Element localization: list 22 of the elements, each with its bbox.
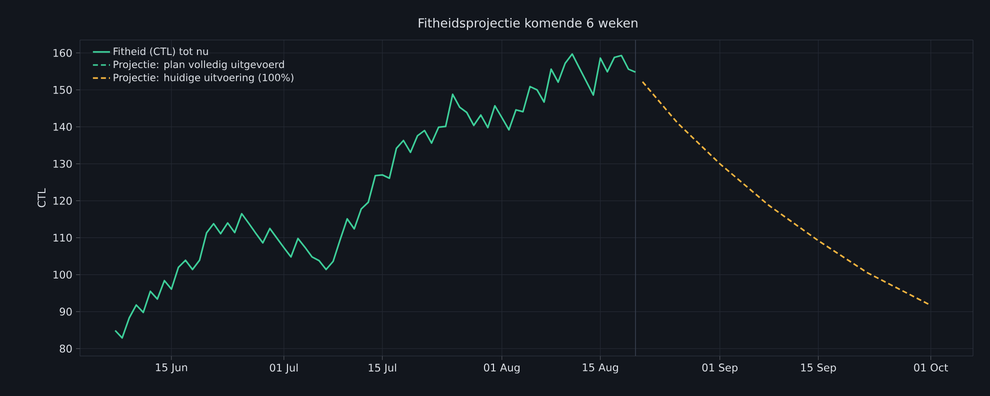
y-axis-title: CTL xyxy=(38,188,46,208)
y-tick-label: 120 xyxy=(54,196,72,205)
x-tick-label: 15 Sep xyxy=(801,364,836,374)
chart-title: Fitheidsprojectie komende 6 weken xyxy=(418,18,638,30)
y-tick-label: 130 xyxy=(54,160,72,168)
legend-label: Projectie: huidige uitvoering (100%) xyxy=(114,74,294,84)
x-tick-label: 01 Oct xyxy=(914,364,948,372)
y-tick-label: 110 xyxy=(54,234,72,242)
x-tick-label: 15 Jun xyxy=(156,364,188,374)
y-tick-label: 100 xyxy=(54,270,72,279)
x-tick-label: 15 Jul xyxy=(368,364,396,374)
legend-label: Projectie: plan volledig uitgevoerd xyxy=(114,60,284,70)
x-tick-label: 01 Jul xyxy=(270,364,298,374)
y-tick-label: 160 xyxy=(54,48,72,57)
y-tick-label: 150 xyxy=(54,86,72,94)
x-tick-label: 01 Sep xyxy=(702,364,738,374)
x-tick-label: 15 Aug xyxy=(582,364,618,374)
y-tick-label: 90 xyxy=(60,308,72,316)
legend-label: Fitheid (CTL) tot nu xyxy=(114,47,208,56)
y-tick-label: 80 xyxy=(60,344,72,353)
x-tick-label: 01 Aug xyxy=(484,364,520,374)
y-tick-label: 140 xyxy=(54,122,72,131)
